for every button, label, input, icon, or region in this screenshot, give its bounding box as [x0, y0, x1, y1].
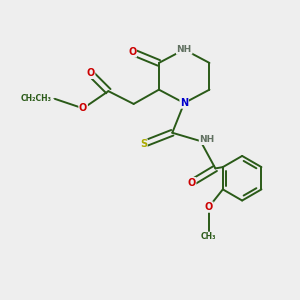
Text: NH: NH	[200, 135, 215, 144]
Text: CH₂CH₃: CH₂CH₃	[21, 94, 52, 103]
Text: O: O	[128, 47, 136, 57]
Text: O: O	[86, 68, 95, 78]
Text: N: N	[180, 98, 188, 108]
Text: ethyl: ethyl	[53, 98, 57, 99]
Text: CH₃: CH₃	[201, 232, 217, 241]
Text: O: O	[205, 202, 213, 212]
Text: O: O	[188, 178, 196, 188]
Text: O: O	[79, 103, 87, 113]
Text: S: S	[140, 139, 147, 149]
Text: NH: NH	[177, 45, 192, 54]
